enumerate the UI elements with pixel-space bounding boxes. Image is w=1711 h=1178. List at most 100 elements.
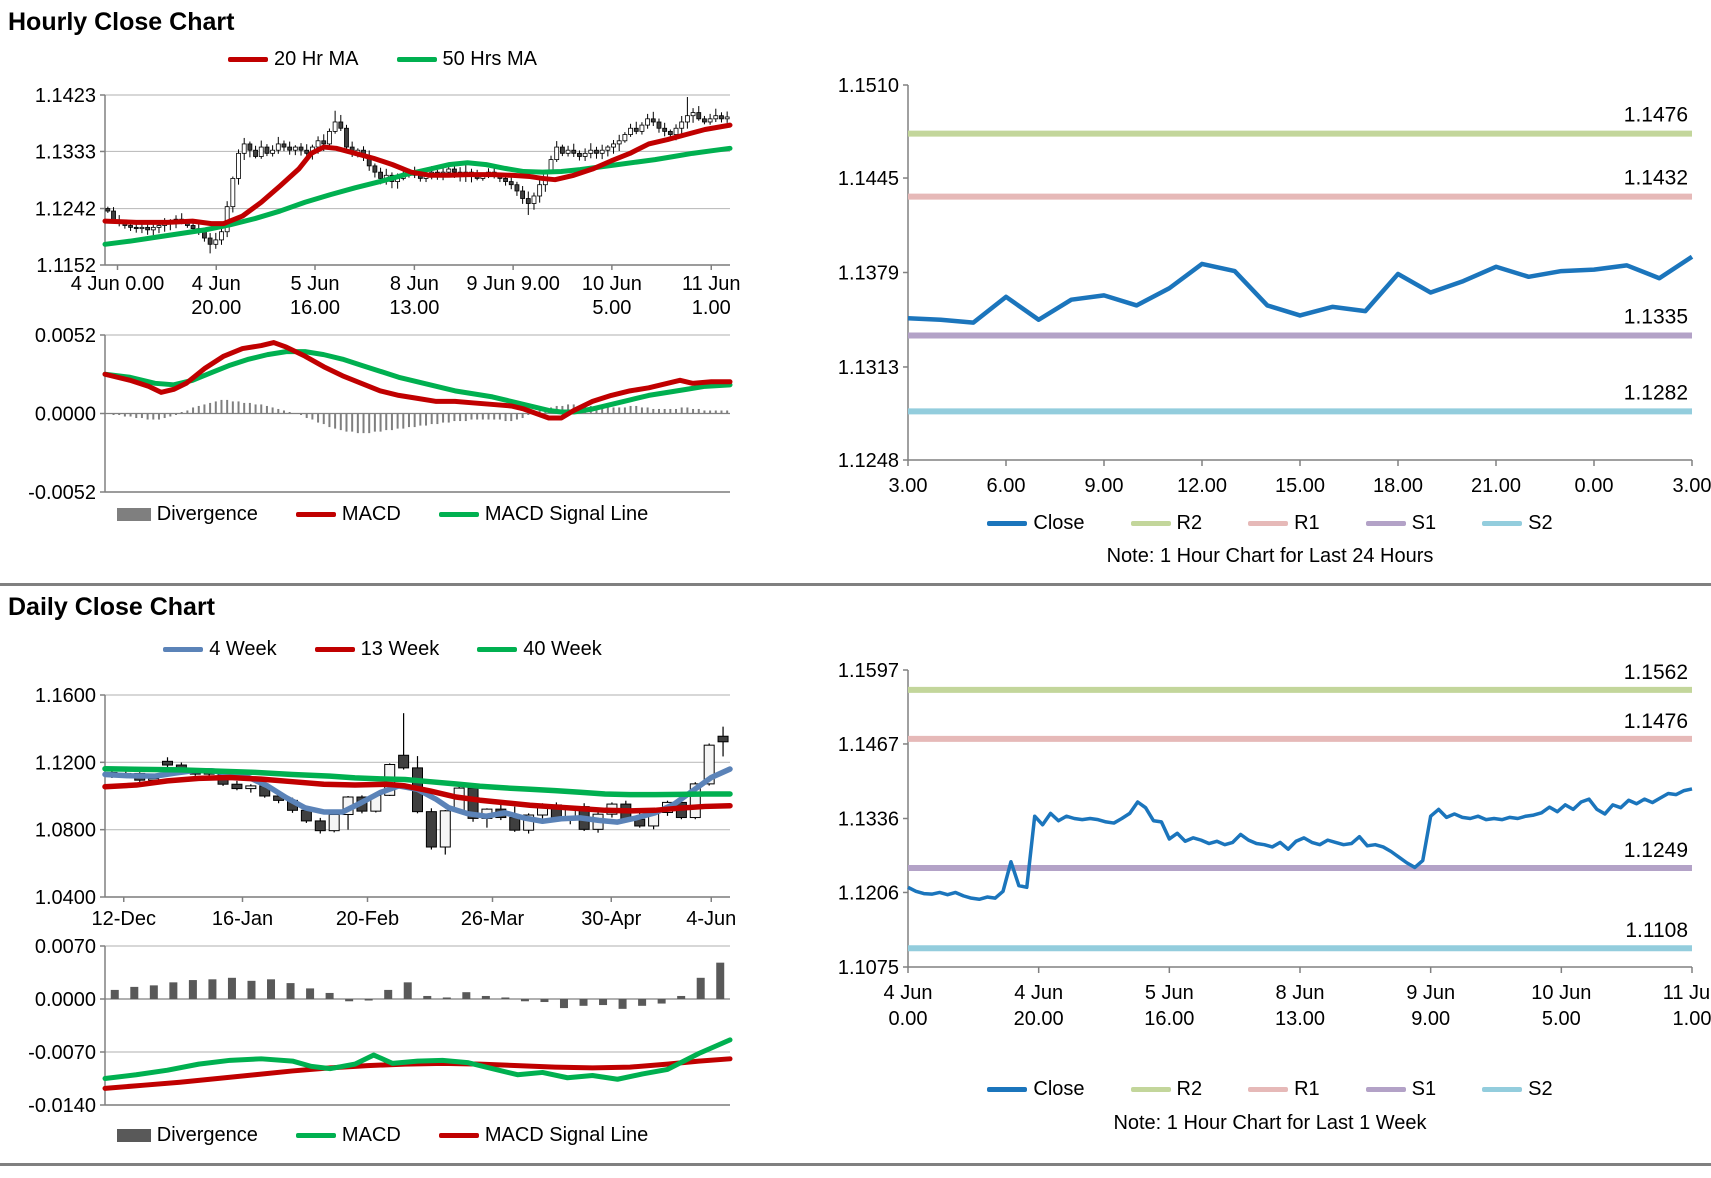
svg-text:1.1476: 1.1476 [1624,104,1688,127]
svg-text:9 Jun 9.00: 9 Jun 9.00 [466,273,559,295]
svg-text:1.1075: 1.1075 [838,957,899,979]
legend-label: Divergence [156,503,258,525]
legend-label: Close [1033,512,1085,534]
svg-text:9.00: 9.00 [1085,475,1124,497]
weekly-sr-chart: 1.1597 1.1467 1.1336 1.1206 1.1075 4 Jun 0.00 4… [838,660,1711,1030]
legend-item-s1: S1 [1365,512,1436,535]
ma20-line [102,122,733,227]
svg-text:11 Jun: 11 Jun [1663,982,1711,1004]
divergence-bars [112,399,729,434]
svg-text:3.00: 3.00 [1673,475,1711,497]
divergence-bar-swatch [116,1129,151,1142]
svg-text:1.1152: 1.1152 [36,255,96,277]
svg-text:4 Jun: 4 Jun [192,273,241,295]
svg-text:1.1200: 1.1200 [35,752,96,774]
svg-text:1.1432: 1.1432 [1624,167,1688,190]
svg-text:1.1282: 1.1282 [1624,381,1688,404]
svg-text:21.00: 21.00 [1471,475,1521,497]
daily-macd-legend: Divergence MACD MACD Signal Line [30,1124,735,1147]
legend-item-macd-signal: MACD Signal Line [438,503,648,526]
s1-line-swatch [1365,521,1406,526]
daily-ma-legend: 4 Week 13 Week 40 Week [30,638,735,661]
ma20-line-swatch [228,57,269,62]
svg-text:13.00: 13.00 [389,297,439,319]
legend-label: MACD [341,1124,401,1146]
svg-text:0.0070: 0.0070 [35,936,96,958]
svg-text:11 Jun: 11 Jun [682,273,741,295]
svg-text:30-Apr: 30-Apr [581,908,641,930]
legend-item-close: Close [987,512,1085,535]
legend-item-13week: 13 Week [314,638,440,661]
legend-label: 20 Hr MA [274,48,359,70]
legend-label: Close [1033,1078,1085,1100]
legend-label: R2 [1176,512,1203,534]
weekly-sr-note: Note: 1 Hour Chart for Last 1 Week [1113,1112,1427,1134]
svg-text:0.00: 0.00 [1575,475,1614,497]
svg-text:3.00: 3.00 [889,475,928,497]
svg-text:1.0800: 1.0800 [35,820,96,842]
ma13w-line-swatch [314,647,355,652]
svg-text:1.1335: 1.1335 [1624,305,1688,328]
legend-item-divergence: Divergence [116,503,258,526]
section-divider [0,583,1711,586]
close-line-swatch [987,1087,1028,1092]
legend-label: R1 [1294,512,1320,534]
svg-text:-0.0140: -0.0140 [28,1095,96,1117]
legend-item-divergence: Divergence [116,1124,258,1147]
close-line-swatch [987,521,1028,526]
legend-label: S2 [1528,512,1553,534]
svg-text:15.00: 15.00 [1275,475,1325,497]
svg-text:16-Jan: 16-Jan [212,908,273,930]
macd-signal-line-swatch [438,1133,479,1138]
daily-candles [106,713,729,855]
svg-text:6.00: 6.00 [987,475,1026,497]
legend-label: MACD Signal Line [484,1124,649,1146]
svg-text:0.0000: 0.0000 [35,404,96,426]
svg-text:1.1379: 1.1379 [838,263,899,285]
legend-label: 4 Week [209,638,277,660]
svg-text:4 Jun 0.00: 4 Jun 0.00 [71,273,164,295]
svg-text:1.1242: 1.1242 [35,199,96,221]
svg-text:1.1467: 1.1467 [838,734,899,756]
svg-text:16.00: 16.00 [290,297,340,319]
legend-label: 13 Week [360,638,440,660]
svg-text:-0.0070: -0.0070 [28,1042,96,1064]
svg-text:18.00: 18.00 [1373,475,1423,497]
svg-text:1.1206: 1.1206 [838,882,899,904]
svg-text:5 Jun: 5 Jun [291,273,340,295]
legend-item-4week: 4 Week [163,638,277,661]
macd-line-swatch [295,512,336,517]
macd-signal-line-swatch [438,512,479,517]
legend-item-s2: S2 [1482,512,1553,535]
r2-line-swatch [1130,1087,1171,1092]
svg-text:13.00: 13.00 [1275,1008,1325,1030]
bottom-divider [0,1163,1711,1166]
s2-line-swatch [1482,521,1523,526]
hourly-sr-note: Note: 1 Hour Chart for Last 24 Hours [1106,545,1434,567]
legend-label: 40 Week [523,638,602,660]
hourly-sr-legend: Close R2 R1 S1 S2 [860,512,1680,535]
svg-text:0.00: 0.00 [889,1008,928,1030]
hourly-macd-legend: Divergence MACD MACD Signal Line [30,503,735,526]
r2-line-swatch [1130,521,1171,526]
svg-text:1.1248: 1.1248 [838,450,899,472]
legend-item-s2: S2 [1482,1078,1553,1101]
legend-item-s1: S1 [1365,1078,1436,1101]
svg-text:1.1597: 1.1597 [838,660,899,682]
ma4w-line-swatch [163,647,204,652]
svg-text:20.00: 20.00 [191,297,241,319]
svg-text:12-Dec: 12-Dec [92,908,156,930]
hourly-sr-chart: 1.1510 1.1445 1.1379 1.1313 1.1248 3.00 6.00 9.… [838,75,1711,497]
svg-text:0.0000: 0.0000 [35,989,96,1011]
r1-line-swatch [1248,521,1289,526]
svg-text:20.00: 20.00 [1014,1008,1064,1030]
legend-label: 50 Hrs MA [442,48,537,70]
svg-text:16.00: 16.00 [1144,1008,1194,1030]
s2-line-swatch [1482,1087,1523,1092]
svg-text:1.00: 1.00 [692,297,731,319]
svg-text:5 Jun: 5 Jun [1145,982,1194,1004]
svg-text:1.1336: 1.1336 [838,809,899,831]
svg-text:5.00: 5.00 [1542,1008,1581,1030]
legend-label: R1 [1294,1078,1320,1100]
